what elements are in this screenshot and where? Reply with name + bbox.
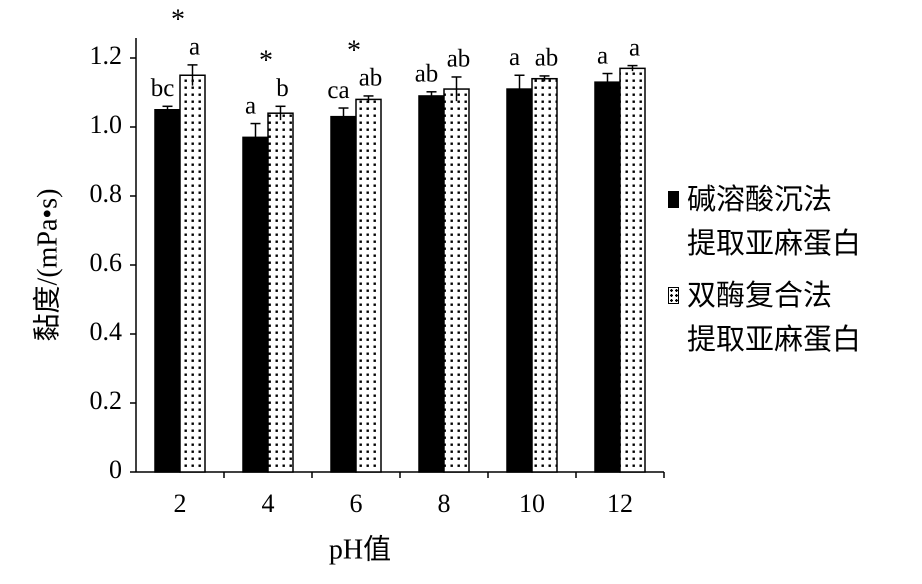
legend: 碱溶酸沉法 提取亚麻蛋白 双酶复合法 提取亚麻蛋白 — [668, 178, 861, 370]
significance-letter: a — [509, 44, 520, 71]
bar — [330, 115, 357, 473]
legend-item: 碱溶酸沉法 提取亚麻蛋白 — [668, 178, 861, 266]
significance-letter: ca — [327, 77, 349, 104]
significance-letter: ab — [359, 65, 383, 92]
significance-letter: a — [245, 92, 256, 119]
x-tick-label: 8 — [438, 489, 451, 518]
significance-star: * — [171, 4, 185, 35]
bar — [619, 67, 646, 473]
y-tick-label: 1.2 — [90, 41, 123, 70]
x-tick-label: 6 — [350, 489, 363, 518]
bar — [506, 88, 533, 473]
significance-letter: a — [629, 34, 640, 61]
significance-star: * — [347, 35, 361, 66]
y-tick-label: 0.2 — [90, 386, 123, 415]
significance-letter: ab — [447, 46, 471, 73]
y-tick-label: 0.4 — [90, 317, 123, 346]
x-tick-label: 10 — [519, 489, 545, 518]
significance-letter: a — [597, 42, 608, 69]
legend-swatch — [668, 287, 679, 304]
bar — [531, 77, 558, 473]
x-tick-label: 4 — [262, 489, 275, 518]
x-axis-label: pH值 — [329, 533, 391, 565]
legend-item: 双酶复合法 提取亚麻蛋白 — [668, 274, 861, 362]
y-tick-label: 1.0 — [90, 110, 123, 139]
bar — [242, 136, 269, 473]
legend-label: 碱溶酸沉法 提取亚麻蛋白 — [687, 184, 862, 260]
significance-letter: ab — [415, 61, 439, 88]
legend-label: 双酶复合法 提取亚麻蛋白 — [687, 280, 862, 356]
y-tick-label: 0.8 — [90, 179, 123, 208]
bar — [594, 81, 621, 473]
significance-letter: ab — [535, 45, 559, 72]
bar — [179, 74, 206, 473]
y-tick-label: 0.6 — [90, 248, 123, 277]
bar — [418, 95, 445, 473]
bar — [154, 109, 181, 473]
x-tick-label: 2 — [174, 489, 187, 518]
significance-letter: b — [276, 75, 289, 102]
x-tick-label: 12 — [607, 489, 633, 518]
y-axis-label: 黏度/(mPa•s) — [31, 189, 63, 342]
bar — [267, 112, 294, 473]
bar — [443, 88, 470, 473]
significance-letter: bc — [151, 75, 175, 102]
bar — [355, 98, 382, 473]
legend-swatch — [668, 191, 679, 208]
y-tick-label: 0 — [109, 455, 122, 484]
significance-star: * — [259, 46, 273, 77]
significance-letter: a — [189, 34, 200, 61]
